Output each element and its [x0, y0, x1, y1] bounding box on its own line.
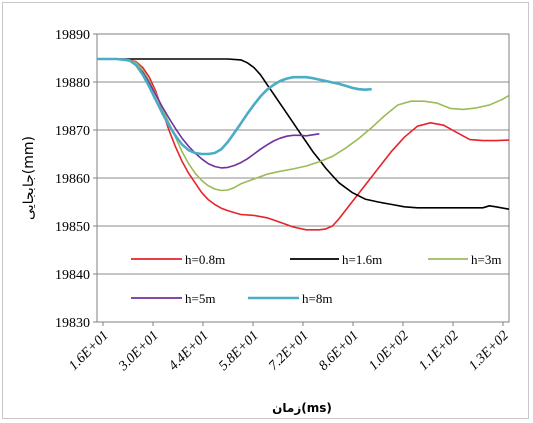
legend-label-4: h=5m	[185, 291, 215, 306]
y-tick-label: 19830	[55, 316, 90, 331]
legend: h=0.8m h=1.6m h=3m h=5m h=8m	[131, 252, 501, 306]
y-tick-label: 19860	[55, 172, 90, 187]
y-axis-title: جابجایی(mm)	[21, 136, 37, 220]
x-tick-label: 1.0E+02	[366, 328, 412, 374]
series-line-5	[97, 57, 372, 156]
x-tick-label: 8.6E+01	[316, 328, 362, 374]
x-tick-label: 4.4E+01	[166, 328, 212, 374]
y-tick-label: 19850	[55, 220, 90, 235]
legend-label-3: h=3m	[471, 252, 501, 267]
series-lines	[97, 57, 510, 231]
y-tick-label: 19880	[55, 76, 90, 91]
x-axis-ticks: 1.6E+01 3.0E+01 4.4E+01 5.8E+01 7.2E+01 8.6E+…	[66, 322, 512, 375]
chart-frame	[2, 2, 529, 419]
x-tick-label: 1.3E+02	[466, 328, 512, 374]
series-line-2	[97, 58, 510, 210]
legend-label-5: h=8m	[302, 291, 332, 306]
y-tick-label: 19890	[55, 28, 90, 43]
series-line-1	[97, 58, 510, 231]
x-tick-label: 1.1E+02	[416, 328, 462, 374]
x-tick-label: 1.6E+01	[66, 328, 112, 374]
y-tick-label: 19870	[55, 124, 90, 139]
x-axis-title: زمان(ms)	[272, 401, 332, 415]
y-tick-label: 19840	[55, 268, 90, 283]
series-line-4	[97, 58, 320, 169]
x-tick-label: 7.2E+01	[266, 328, 312, 374]
y-axis-ticks: 19830 19840 19850 19860 19870 19880 19890	[55, 28, 97, 331]
x-tick-label: 5.8E+01	[216, 328, 262, 374]
gridlines	[97, 33, 509, 275]
x-tick-label: 3.0E+01	[116, 328, 162, 374]
legend-label-1: h=0.8m	[185, 252, 225, 267]
legend-label-2: h=1.6m	[342, 252, 382, 267]
series-line-3	[97, 58, 510, 192]
